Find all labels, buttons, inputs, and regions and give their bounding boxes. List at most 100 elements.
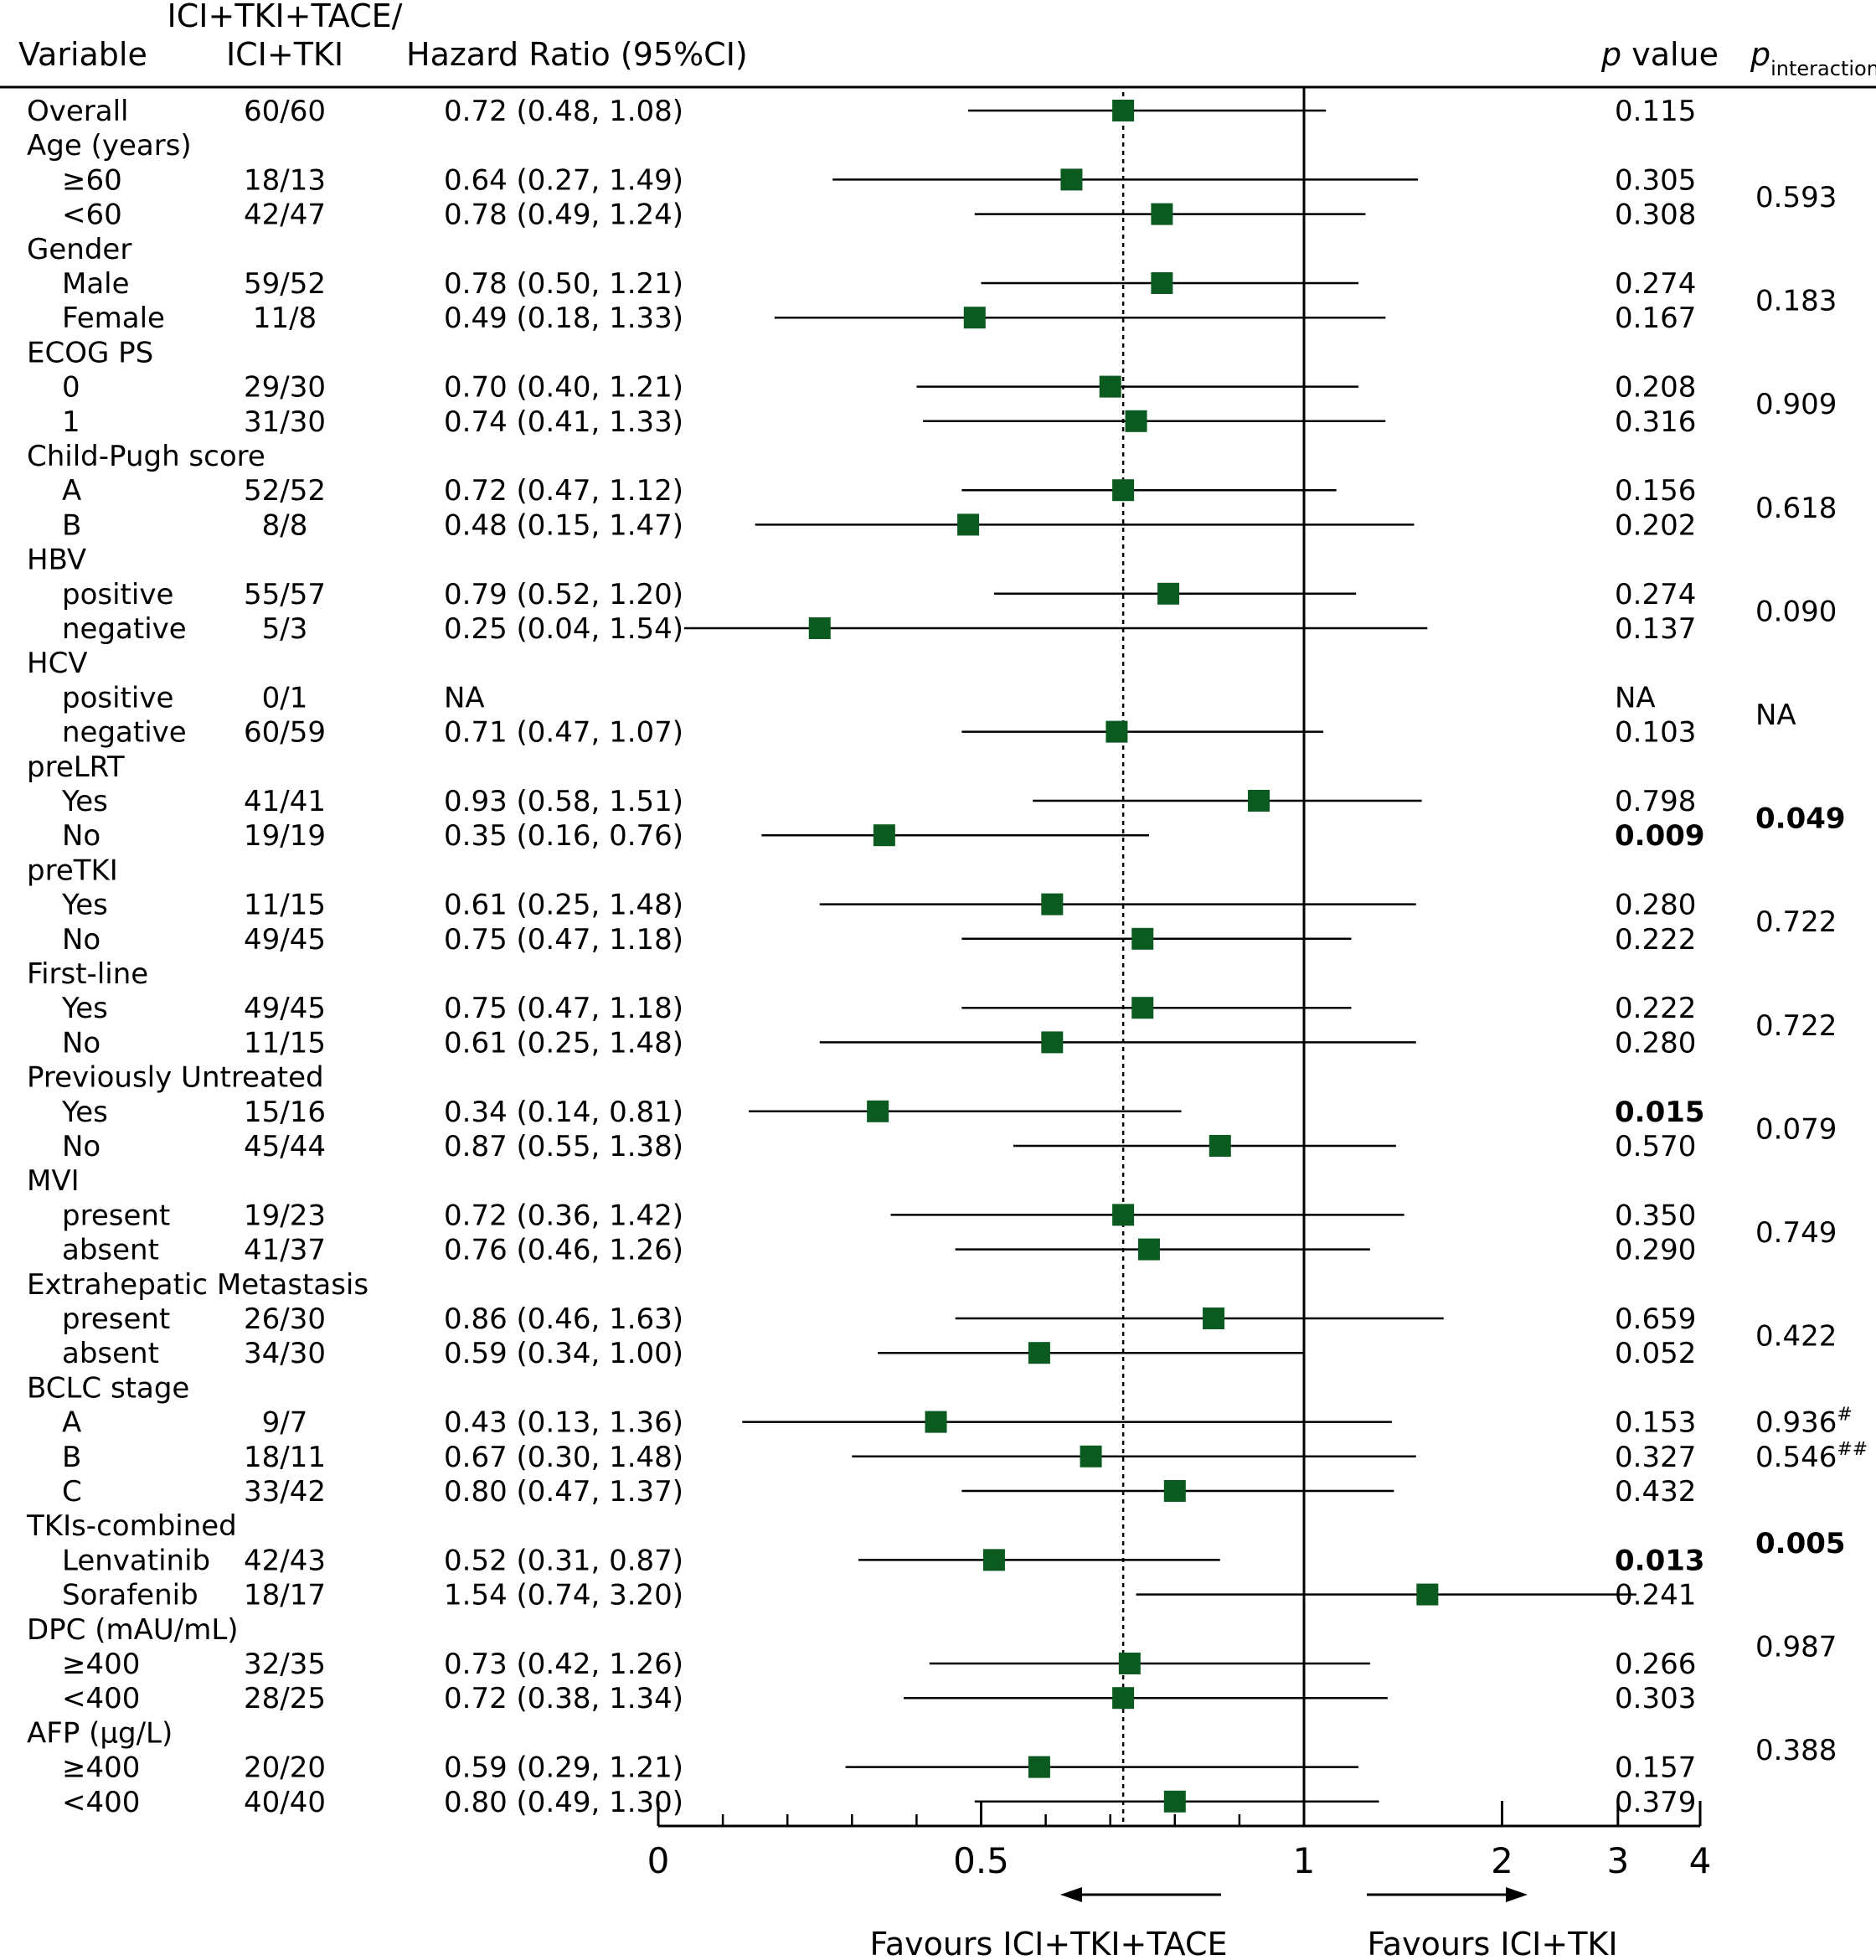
row-p-value: 0.280: [1615, 1026, 1696, 1060]
group-heading-row: ECOG PS: [27, 336, 153, 369]
row-p-value: 0.327: [1615, 1441, 1696, 1474]
interaction-p-text: 0.422: [1755, 1320, 1837, 1354]
row-label: 0: [62, 371, 80, 405]
row-hr-text: 0.59 (0.29, 1.21): [444, 1751, 683, 1785]
table-row: Yes 11/15 0.61 (0.25, 1.48) 0.280: [61, 889, 1696, 922]
table-row: No 19/19 0.35 (0.16, 0.76) 0.009: [62, 819, 1705, 853]
interaction-p-text: 0.909: [1755, 388, 1837, 421]
row-label: positive: [62, 681, 173, 714]
group-heading-row: HCV: [27, 647, 88, 680]
row-n: 41/37: [244, 1234, 326, 1267]
row-p-value: 0.274: [1615, 267, 1696, 301]
hr-point-marker: [808, 617, 831, 639]
row-label: C: [62, 1475, 82, 1509]
x-tick-label: 0.5: [953, 1840, 1009, 1881]
row-label: No: [62, 819, 100, 853]
row-p-value: 0.290: [1615, 1234, 1696, 1267]
row-label: <400: [62, 1682, 140, 1715]
row-label: negative: [62, 716, 187, 750]
row-n: 11/15: [244, 889, 326, 922]
row-hr-text: 0.86 (0.46, 1.63): [444, 1302, 683, 1336]
table-row: No 49/45 0.75 (0.47, 1.18) 0.222: [62, 923, 1696, 957]
row-label: Yes: [61, 785, 108, 818]
table-row: positive 55/57 0.79 (0.52, 1.20) 0.274: [62, 578, 1696, 611]
row-label: <60: [62, 199, 122, 232]
hr-point-marker: [1112, 1687, 1135, 1710]
row-n: 55/57: [244, 578, 326, 611]
row-hr-text: 0.75 (0.47, 1.18): [444, 923, 683, 957]
row-label: B: [62, 508, 81, 542]
row-hr-text: 0.74 (0.41, 1.33): [444, 405, 683, 439]
x-tick-label: 1: [1293, 1840, 1316, 1881]
interaction-p-text: 0.090: [1755, 595, 1837, 628]
hr-point-marker: [1163, 1480, 1186, 1502]
row-hr-text: 0.43 (0.13, 1.36): [444, 1406, 683, 1440]
group-label: Child-Pugh score: [27, 440, 265, 473]
row-hr-text: 0.73 (0.42, 1.26): [444, 1648, 683, 1681]
row-n: 45/44: [244, 1130, 326, 1163]
row-hr-text: 0.49 (0.18, 1.33): [444, 302, 683, 335]
row-hr-text: 0.76 (0.46, 1.26): [444, 1234, 683, 1267]
row-p-value: 0.015: [1615, 1096, 1705, 1129]
table-row: 1 31/30 0.74 (0.41, 1.33) 0.316: [62, 405, 1696, 439]
header-hazard-ratio: Hazard Ratio (95%CI): [406, 36, 748, 73]
row-p-value: 0.379: [1615, 1786, 1696, 1819]
group-label: DPC (mAU/mL): [27, 1613, 239, 1647]
table-row: <400 40/40 0.80 (0.49, 1.30) 0.379: [62, 1786, 1696, 1819]
row-label: ≥60: [62, 163, 122, 197]
table-row: Female 11/8 0.49 (0.18, 1.33) 0.167: [62, 302, 1696, 335]
x-tick-label: 4: [1689, 1840, 1712, 1881]
row-p-value: 0.570: [1615, 1130, 1696, 1163]
row-p-value: 0.137: [1615, 612, 1696, 646]
row-label: No: [62, 1130, 100, 1163]
row-n: 29/30: [244, 371, 326, 405]
hr-point-marker: [982, 1549, 1005, 1571]
row-hr-text: 0.64 (0.27, 1.49): [444, 163, 683, 197]
group-label: First-line: [27, 957, 148, 991]
hr-point-marker: [1028, 1342, 1050, 1364]
x-tick-label: 3: [1606, 1840, 1629, 1881]
group-label: ECOG PS: [27, 336, 153, 369]
hr-point-marker: [1080, 1445, 1102, 1467]
table-row: <400 28/25 0.72 (0.38, 1.34) 0.303: [62, 1682, 1696, 1715]
table-row: B 18/11 0.67 (0.30, 1.48) 0.327: [62, 1441, 1696, 1474]
row-hr-text: 0.25 (0.04, 1.54): [444, 612, 683, 646]
row-label: B: [62, 1441, 81, 1474]
row-hr-text: 0.35 (0.16, 0.76): [444, 819, 683, 853]
table-row: <60 42/47 0.78 (0.49, 1.24) 0.308: [62, 199, 1696, 232]
row-n: 40/40: [244, 1786, 326, 1819]
interaction-p-text: 0.987: [1755, 1630, 1837, 1663]
row-n: 9/7: [262, 1406, 308, 1440]
row-p-value: 0.659: [1615, 1302, 1696, 1336]
table-row: C 33/42 0.80 (0.47, 1.37) 0.432: [62, 1475, 1696, 1509]
row-label: Yes: [61, 889, 108, 922]
header-n-line1: ICI+TKI+TACE/: [168, 0, 403, 34]
table-row: ≥400 32/35 0.73 (0.42, 1.26) 0.266: [62, 1648, 1696, 1681]
table-row: negative 5/3 0.25 (0.04, 1.54) 0.137: [62, 612, 1696, 646]
group-label: AFP (μg/L): [27, 1716, 173, 1750]
table-row: absent 41/37 0.76 (0.46, 1.26) 0.290: [62, 1234, 1696, 1267]
interaction-p-value: 0.722: [1755, 1009, 1837, 1043]
hr-point-marker: [957, 513, 980, 536]
table-row: ≥60 18/13 0.64 (0.27, 1.49) 0.305: [62, 163, 1696, 197]
hr-point-marker: [1203, 1308, 1225, 1329]
row-hr-text: 0.70 (0.40, 1.21): [444, 371, 683, 405]
row-p-value: 0.202: [1615, 508, 1696, 542]
row-p-value: 0.432: [1615, 1475, 1696, 1509]
interaction-p-value: 0.987: [1755, 1630, 1837, 1663]
row-p-value: 0.009: [1615, 819, 1705, 853]
table-row: A 9/7 0.43 (0.13, 1.36) 0.153: [62, 1406, 1696, 1440]
interaction-p-text: 0.546: [1755, 1441, 1837, 1474]
hr-point-marker: [1118, 1653, 1141, 1674]
row-n: 26/30: [244, 1302, 326, 1336]
group-heading-row: Child-Pugh score: [27, 440, 265, 473]
group-heading-row: AFP (μg/L): [27, 1716, 173, 1750]
row-hr-text: 0.52 (0.31, 0.87): [444, 1544, 683, 1577]
table-row: present 26/30 0.86 (0.46, 1.63) 0.659: [62, 1302, 1696, 1336]
row-n: 60/60: [244, 95, 326, 128]
row-n: 59/52: [244, 267, 326, 301]
group-label: BCLC stage: [27, 1371, 189, 1405]
interaction-p-value: 0.722: [1755, 905, 1837, 939]
hr-point-marker: [1106, 720, 1128, 743]
